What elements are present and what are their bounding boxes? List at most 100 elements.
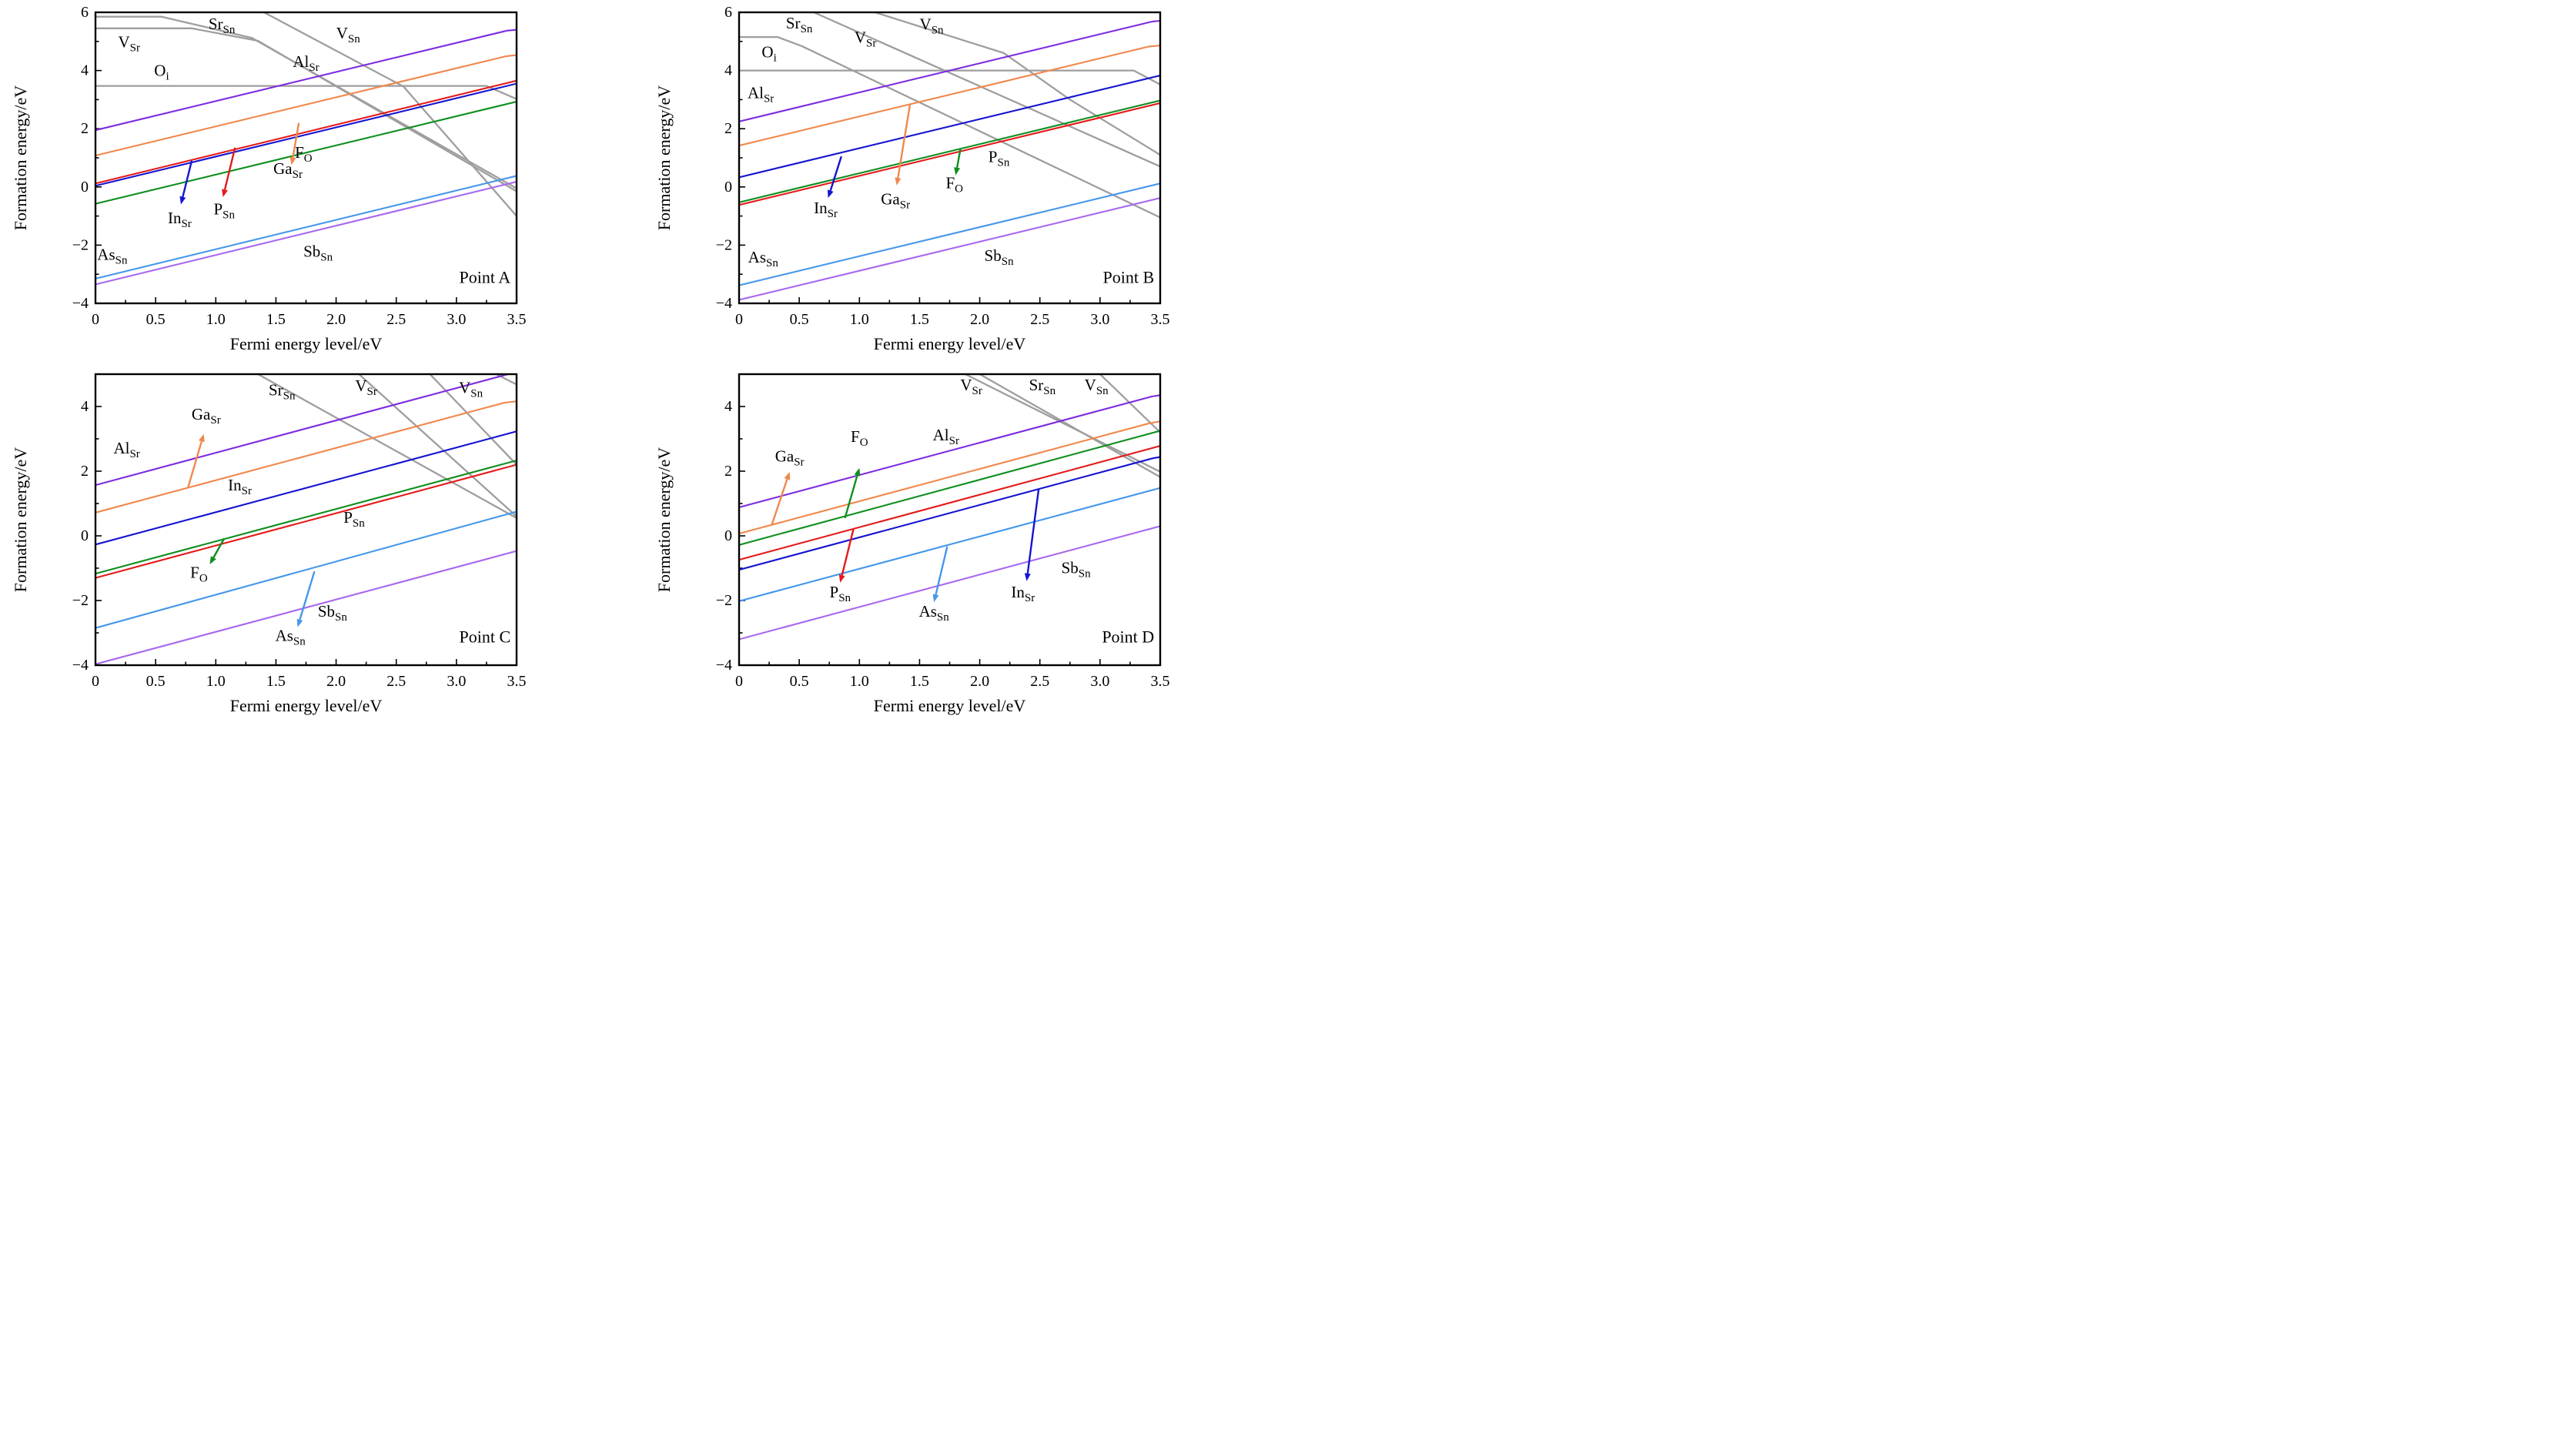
x-tick-label: 0.5	[146, 311, 166, 328]
label-Al_Sr: AlSr	[748, 84, 774, 105]
corner-label: Point A	[460, 268, 511, 287]
line-O_i	[739, 69, 1160, 85]
line-Sr_Sn	[979, 374, 1160, 478]
y-tick-label: 2	[81, 463, 89, 480]
axis-ticks	[738, 12, 1161, 304]
x-tick-label: 0	[735, 311, 743, 328]
line-Sr_Sn	[739, 35, 1160, 219]
annotation-arrow-orange	[895, 105, 912, 186]
annotation-arrow-orange	[771, 471, 791, 526]
label-Sb_Sn: SbSn	[1062, 558, 1092, 580]
line-In_Sr	[95, 82, 517, 187]
y-tick-label: −4	[716, 295, 732, 312]
line-O_i	[95, 85, 517, 100]
y-tick-label: −2	[716, 592, 732, 609]
line-As_Sn	[95, 510, 517, 629]
line-V_Sr	[95, 27, 517, 192]
chart-point-b: 0 0.5 1.0 1.5 2.0 2.5 3.0 3.5 6 4 2 0 −2 −4 Formation …	[654, 4, 1170, 353]
x-tick-label: 2.5	[1030, 311, 1049, 328]
annotation-arrow-green	[844, 467, 861, 519]
plot-frame	[738, 373, 1162, 667]
y-tick-label: 0	[724, 179, 732, 196]
y-tick-label: −2	[72, 592, 89, 609]
x-tick-label: 1.5	[910, 673, 929, 690]
panel-point-b: 0 0.5 1.0 1.5 2.0 2.5 3.0 3.5 6 4 2 0 −2 −4 Formation …	[644, 0, 1287, 362]
x-tick-label: 2.0	[970, 673, 989, 690]
line-In_Sr	[739, 456, 1160, 571]
y-tick-label: 0	[724, 527, 732, 544]
line-F_O	[739, 430, 1160, 546]
label-Sb_Sn: SbSn	[303, 243, 333, 264]
label-V_Sr: VSr	[960, 376, 982, 397]
label-Sr_Sn: SrSn	[1029, 376, 1056, 397]
label-Sr_Sn: SrSn	[269, 380, 296, 402]
line-In_Sr	[739, 74, 1160, 179]
label-P_Sn: PSn	[343, 508, 365, 530]
x-tick-label: 3.5	[507, 311, 527, 328]
label-Sr_Sn: SrSn	[786, 14, 813, 35]
annotation-arrow-red	[838, 529, 855, 583]
series-group	[95, 12, 517, 286]
label-Sb_Sn: SbSn	[318, 602, 348, 624]
series-group	[739, 12, 1160, 301]
x-tick-label: 1.0	[850, 311, 869, 328]
chart-point-d: 0 0.5 1.0 1.5 2.0 2.5 3.0 3.5 4 2 0 −2 −4 Formation e…	[654, 373, 1170, 715]
chart-point-a: 0 0.5 1.0 1.5 2.0 2.5 3.0 3.5 6 4 2 0 −2 −4 Formation …	[11, 4, 527, 353]
x-tick-label: 0	[92, 673, 99, 690]
label-Ga_Sr: GaSr	[192, 405, 221, 427]
line-Ga_Sr	[95, 400, 517, 514]
y-tick-label: 6	[724, 4, 732, 21]
label-F_O: FO	[945, 174, 963, 196]
label-F_O: FO	[190, 564, 208, 585]
label-V_Sn: VSn	[920, 15, 945, 37]
line-Al_Sr	[95, 28, 517, 132]
corner-label: Point D	[1102, 627, 1154, 647]
annotation-arrow-orange	[289, 122, 300, 166]
x-tick-label: 3.5	[1151, 311, 1170, 328]
x-tick-label: 0	[92, 311, 99, 328]
y-axis-title: Formation energy/eV	[11, 85, 30, 230]
line-As_Sn	[739, 487, 1160, 602]
label-Al_Sr: AlSr	[113, 439, 139, 460]
line-Ga_Sr	[739, 420, 1160, 535]
label-V_Sr: VSr	[355, 376, 377, 398]
line-V_Sr	[358, 374, 517, 517]
line-As_Sn	[739, 182, 1160, 286]
y-tick-label: 6	[81, 4, 89, 21]
series-group	[739, 374, 1160, 641]
corner-label: Point C	[460, 627, 511, 647]
x-tick-label: 2.0	[326, 673, 346, 690]
line-Al_Sr	[739, 19, 1160, 122]
y-tick-label: 4	[724, 62, 732, 79]
label-V_Sr: VSr	[119, 32, 141, 54]
x-tick-label: 0.5	[790, 311, 809, 328]
plot-frame	[94, 11, 518, 305]
line-Sb_Sn	[95, 550, 517, 665]
x-tick-label: 1.5	[910, 311, 929, 328]
label-O_i: Oi	[154, 61, 169, 82]
y-tick-label: −4	[716, 657, 732, 674]
annotation-arrow-green	[954, 149, 962, 176]
x-tick-label: 2.0	[970, 311, 989, 328]
corner-label: Point B	[1103, 268, 1155, 287]
line-V_Sr	[813, 12, 1160, 168]
annotation-arrow-blue	[179, 160, 193, 205]
line-P_Sn	[739, 445, 1160, 561]
x-tick-label: 0	[735, 673, 743, 690]
y-tick-label: 4	[81, 62, 89, 79]
label-V_Sr: VSr	[855, 28, 877, 50]
y-tick-label: 2	[81, 120, 89, 137]
line-Al_Sr	[739, 394, 1160, 509]
label-In_Sr: InSr	[168, 209, 192, 230]
line-F_O	[95, 460, 517, 575]
figure-grid: 0 0.5 1.0 1.5 2.0 2.5 3.0 3.5 6 4 2 0 −2 −4 Formation …	[0, 0, 1287, 724]
label-In_Sr: InSr	[228, 476, 252, 497]
line-P_Sn	[95, 79, 517, 185]
label-Ga_Sr: GaSr	[881, 189, 910, 211]
annotation-arrow-red	[222, 147, 236, 198]
x-tick-label: 1.0	[206, 311, 226, 328]
label-Al_Sr: AlSr	[293, 52, 319, 74]
y-tick-label: 2	[724, 463, 732, 480]
x-tick-label: 1.0	[850, 673, 869, 690]
x-tick-label: 2.5	[386, 673, 406, 690]
